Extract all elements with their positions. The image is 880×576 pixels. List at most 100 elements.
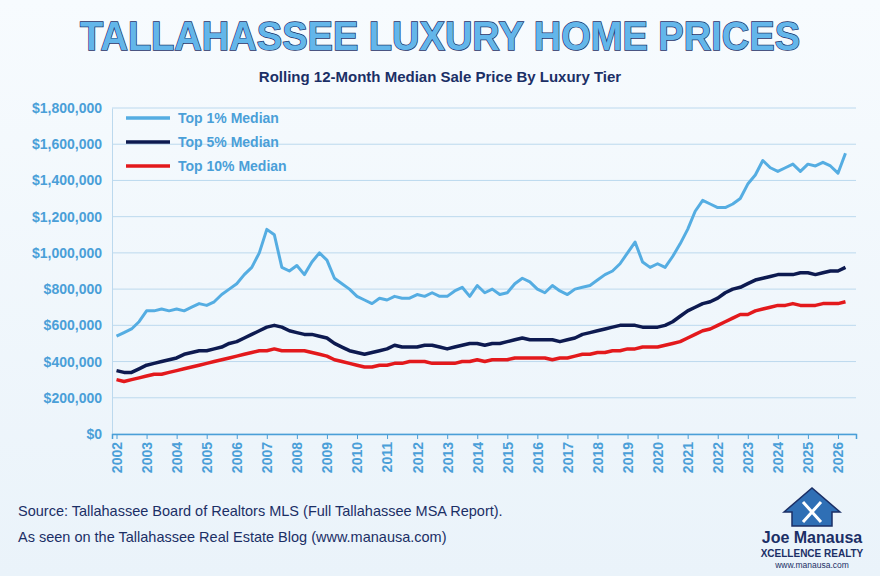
legend-swatch: [126, 164, 170, 168]
x-tick: 2022: [710, 434, 726, 473]
x-tick-label: 2012: [410, 442, 426, 473]
x-tick-label: 2024: [770, 442, 786, 473]
source-note: Source: Tallahassee Board of Realtors ML…: [18, 503, 503, 519]
x-tick: 2025: [800, 434, 816, 473]
x-tick-label: 2022: [710, 442, 726, 473]
x-tick-mark: [748, 434, 749, 439]
grid: [112, 108, 856, 434]
source-note: As seen on the Tallahassee Real Estate B…: [18, 529, 447, 545]
y-tick: $200,000: [44, 390, 112, 406]
x-tick-mark: [327, 434, 328, 439]
y-tick-label: $600,000: [44, 317, 103, 333]
x-tick-label: 2017: [560, 442, 576, 473]
x-tick-label: 2016: [530, 442, 546, 473]
x-tick-label: 2006: [229, 442, 245, 473]
lines: [117, 153, 846, 381]
x-tick-label: 2005: [199, 442, 215, 473]
logo-text: XCELLENCE REALTY: [761, 548, 864, 559]
y-tick: $600,000: [44, 317, 112, 333]
x-tick-label: 2019: [620, 442, 636, 473]
x-tick: 2017: [560, 434, 576, 473]
x-tick-mark: [447, 434, 448, 439]
title: TALLAHASSEE LUXURY HOME PRICES: [80, 14, 800, 58]
x-tick: 2007: [259, 434, 275, 473]
x-tick: 2021: [680, 434, 696, 473]
y-tick: $0: [86, 426, 112, 442]
x-tick: 2019: [620, 434, 636, 473]
y-tick-label: $800,000: [44, 281, 103, 297]
x-tick: 2023: [740, 434, 756, 473]
y-tick-label: $1,000,000: [32, 245, 102, 261]
x-tick-label: 2003: [139, 442, 155, 473]
series-line: [117, 153, 846, 336]
x-tick-mark: [237, 434, 238, 439]
y-tick-label: $1,800,000: [32, 100, 102, 116]
y-axis: $0 $200,000 $400,000 $600,000 $800,000 $1,000…: [32, 100, 113, 442]
x-tick-label: 2020: [650, 442, 666, 473]
y-tick: $1,800,000: [32, 100, 112, 116]
y-tick: $400,000: [44, 354, 112, 370]
x-tick-label: 2011: [379, 442, 395, 473]
x-tick-label: 2010: [349, 442, 365, 473]
x-tick-mark: [177, 434, 178, 439]
x-tick-label: 2013: [440, 442, 456, 473]
x-tick-mark: [628, 434, 629, 439]
x-tick: 2005: [199, 434, 215, 473]
y-tick: $1,600,000: [32, 136, 112, 152]
x-tick: 2006: [229, 434, 245, 473]
x-axis-line: [113, 435, 857, 440]
x-tick-mark: [778, 434, 779, 439]
x-tick-mark: [658, 434, 659, 439]
x-tick: 2003: [139, 434, 155, 473]
x-tick: 2008: [289, 434, 305, 473]
legend-swatch: [126, 116, 170, 120]
y-axis-line: [112, 109, 113, 435]
x-tick-mark: [808, 434, 809, 439]
legend-label: Top 1% Median: [178, 110, 279, 126]
x-tick-mark: [387, 434, 388, 439]
x-tick-mark: [207, 434, 208, 439]
x-tick-label: 2002: [109, 442, 125, 473]
x-tick: 2016: [530, 434, 546, 473]
x-tick-mark: [267, 434, 268, 439]
x-tick-mark: [838, 434, 839, 439]
x-tick: 2026: [830, 434, 846, 473]
grid-line: [112, 325, 856, 326]
x-tick: 2012: [410, 434, 426, 473]
grid-line: [112, 108, 856, 109]
legend-swatch: [126, 140, 170, 144]
x-tick-mark: [417, 434, 418, 439]
x-tick-label: 2014: [470, 442, 486, 473]
y-tick-label: $400,000: [44, 354, 103, 370]
x-tick-label: 2009: [319, 442, 335, 473]
x-tick: 2009: [319, 434, 335, 473]
x-tick: 2024: [770, 434, 786, 473]
series-line: [117, 302, 846, 382]
x-tick: 2004: [169, 434, 185, 473]
x-tick-label: 2007: [259, 442, 275, 473]
x-tick-mark: [537, 434, 538, 439]
x-tick: 2002: [109, 434, 125, 473]
logo: Joe ManausaXCELLENCE REALTYwww.manausa.c…: [761, 488, 864, 570]
legend-label: Top 5% Median: [178, 134, 279, 150]
x-tick-label: 2004: [169, 442, 185, 473]
x-tick: 2013: [440, 434, 456, 473]
x-tick-label: 2023: [740, 442, 756, 473]
x-tick: 2018: [590, 434, 606, 473]
y-tick-label: $0: [86, 426, 102, 442]
grid-line: [112, 252, 856, 253]
background: [0, 0, 880, 576]
y-tick: $1,000,000: [32, 245, 112, 261]
x-tick-mark: [477, 434, 478, 439]
x-tick-mark: [688, 434, 689, 439]
x-tick: 2010: [349, 434, 365, 473]
y-tick: $1,400,000: [32, 172, 112, 188]
y-tick-label: $1,600,000: [32, 136, 102, 152]
x-tick-label: 2025: [800, 442, 816, 473]
x-tick-label: 2021: [680, 442, 696, 473]
x-axis: 2002 2003 2004 2005 2006 2007 2008 2009 2010 2011…: [109, 434, 857, 473]
x-tick-mark: [507, 434, 508, 439]
x-tick-mark: [297, 434, 298, 439]
logo-mark: [803, 502, 821, 522]
legend-label: Top 10% Median: [178, 158, 287, 174]
